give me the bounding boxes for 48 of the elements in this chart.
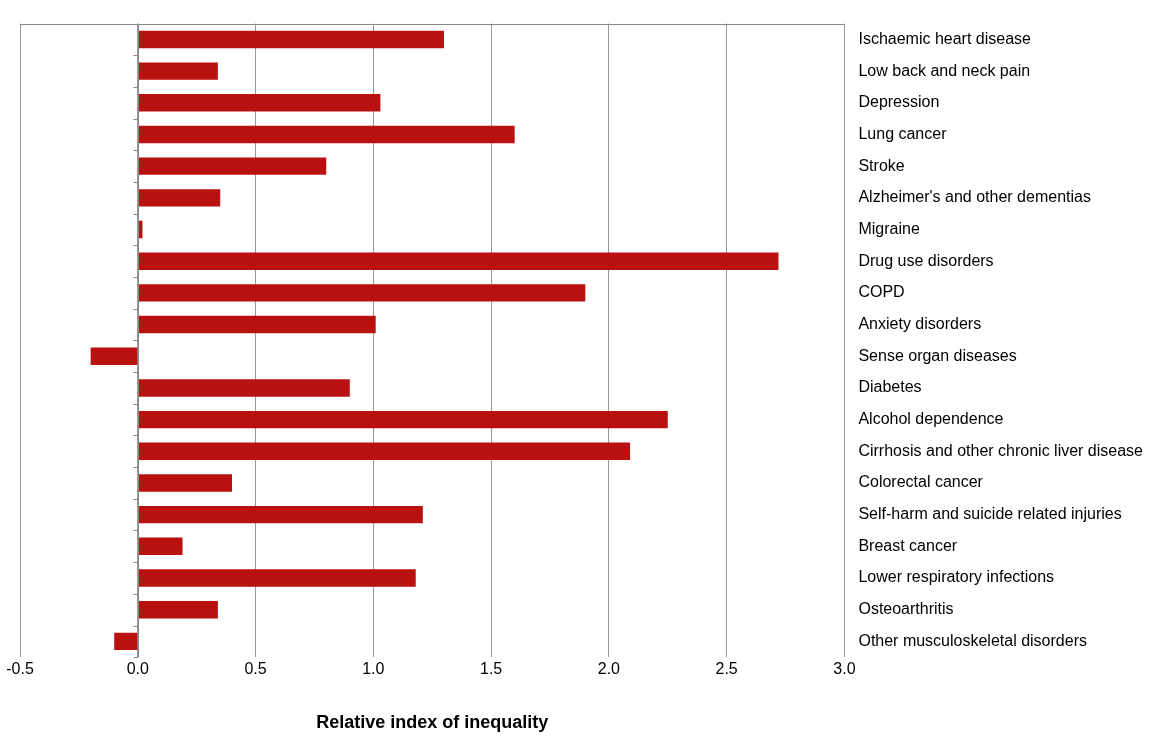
y-tick-label: Lung cancer: [858, 124, 948, 142]
bar: [138, 379, 350, 397]
y-tick-label: Self-harm and suicide related injuries: [858, 505, 1122, 523]
bar: [138, 94, 381, 112]
x-axis-title: Relative index of inequality: [316, 712, 549, 733]
x-tick-label: 2.5: [715, 660, 738, 678]
bar: [138, 315, 376, 334]
bar: [138, 157, 327, 175]
y-tick-label: Breast cancer: [858, 536, 958, 554]
y-tick-label: Low back and neck pain: [858, 61, 1031, 79]
y-tick-label: Ischaemic heart disease: [858, 29, 1032, 47]
bar: [138, 600, 218, 619]
y-tick-label: Anxiety disorders: [858, 314, 982, 332]
bar: [114, 632, 138, 651]
x-tick-label: 0.0: [126, 660, 149, 678]
bar: [138, 125, 515, 144]
bar: [138, 62, 218, 80]
x-tick-label: -0.5: [6, 660, 34, 678]
y-tick-label: Sense organ diseases: [858, 346, 1017, 364]
bar: [138, 252, 779, 270]
bar: [138, 442, 631, 460]
y-tick-label: Cirrhosis and other chronic liver disease: [858, 441, 1144, 459]
x-tick-label: 1.5: [479, 660, 503, 678]
y-tick-label: Diabetes: [858, 378, 922, 396]
y-tick-label: COPD: [858, 283, 905, 301]
y-tick-label: Alzheimer's and other dementias: [858, 188, 1091, 206]
x-tick-label: 3.0: [833, 660, 856, 678]
x-tick-label: 0.5: [244, 660, 267, 678]
y-tick-label: Drug use disorders: [858, 251, 994, 269]
bar: [138, 189, 221, 207]
bar: [138, 505, 423, 524]
x-tick-label: 1.0: [362, 660, 385, 678]
y-tick-label: Colorectal cancer: [858, 473, 984, 491]
bar: [138, 30, 444, 49]
y-tick-label: Stroke: [858, 156, 905, 174]
y-tick-label: Alcohol dependence: [858, 410, 1004, 428]
y-tick-label: Depression: [858, 93, 940, 111]
bar: [138, 537, 183, 556]
bar: [138, 569, 416, 587]
y-tick-label: Osteoarthritis: [858, 600, 954, 618]
x-tick-label: 2.0: [597, 660, 621, 678]
bar: [138, 474, 232, 492]
y-tick-label: Other musculoskeletal disorders: [858, 631, 1087, 649]
bar: [138, 284, 586, 302]
y-tick-label: Lower respiratory infections: [858, 568, 1055, 586]
y-tick-label: Migraine: [858, 219, 920, 237]
bar: [90, 347, 138, 365]
bar: [138, 410, 668, 429]
